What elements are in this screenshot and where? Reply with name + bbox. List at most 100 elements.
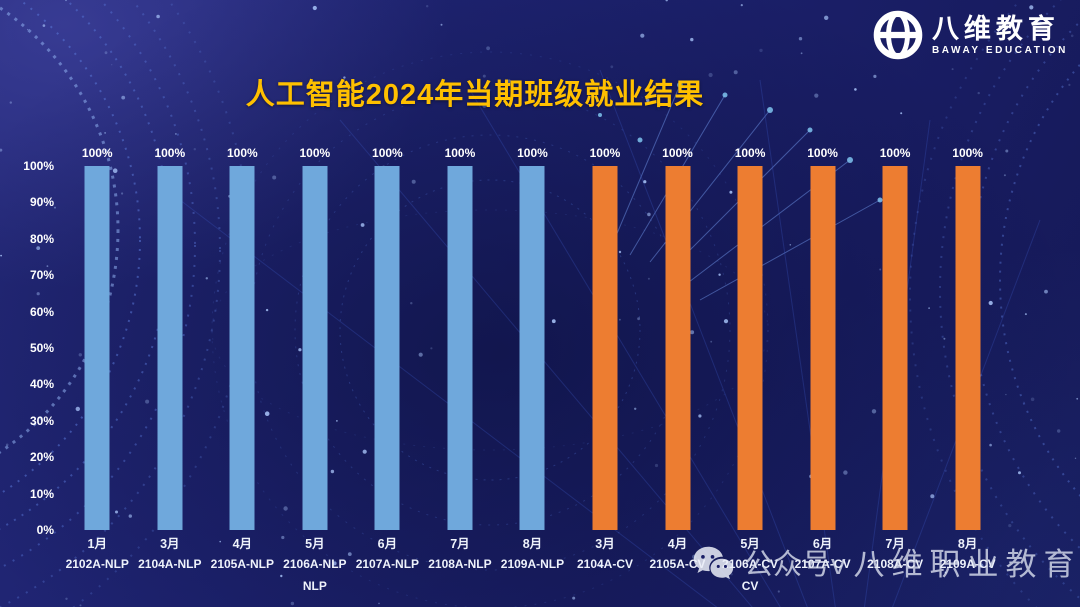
y-axis: 100% 90% 80% 70% 60% 50% 40% 30% 20% 10%… — [8, 158, 54, 538]
bar-value-label: 100% — [662, 146, 693, 160]
bar-value-label: 100% — [372, 146, 403, 160]
y-axis-tick-label: 30% — [29, 413, 54, 428]
page-title: 人工智能2024年当期班级就业结果 — [245, 79, 705, 111]
watermark: 公众号v 八维职业教育 — [690, 540, 1080, 590]
x-axis-category: 1月 2102A-NLP — [61, 536, 134, 597]
x-class-label: 2108A-NLP — [428, 557, 492, 571]
bar-2104A-CV — [592, 166, 618, 530]
bar-slot: 100% — [714, 146, 787, 530]
bar-2102A-NLP — [84, 166, 110, 530]
bar-value-label: 100% — [734, 146, 766, 160]
x-axis-category: 3月 2104A-CV — [569, 536, 642, 597]
bar-slot: 100% — [424, 146, 497, 530]
x-month-label: 4月 — [232, 537, 253, 551]
x-month-label: 7月 — [885, 537, 905, 551]
logo: 八维教育 BAWAY EDUCATION — [871, 8, 1068, 62]
x-class-label: 2109A-NLP — [500, 557, 565, 571]
x-axis-category: 3月 2104A-NLP — [134, 536, 207, 597]
x-class-label: 2105A-CV — [649, 557, 706, 571]
x-class-label: 2106A-NLP — [283, 557, 347, 571]
x-axis-category: 4月 2105A-NLP — [206, 536, 279, 597]
bar-slot: 100% — [206, 146, 279, 530]
bar-2108A-CV — [882, 166, 908, 530]
bar-slot: 100% — [786, 146, 859, 530]
bar-slot: 100% — [134, 146, 207, 530]
x-month-label: 5月 — [305, 537, 325, 551]
bar-value-label: 100% — [517, 146, 548, 160]
y-axis-tick-label: 60% — [29, 304, 54, 319]
x-class-label: 2109A-CV — [939, 557, 996, 571]
bar-value-label: 100% — [81, 146, 113, 160]
bar-value-label: 100% — [589, 146, 621, 160]
globe-logo-icon — [873, 10, 923, 60]
x-axis-category: 5月 2106A-NLP NLP — [279, 536, 352, 597]
x-month-label: 3月 — [595, 537, 615, 551]
bar-2104A-NLP — [157, 166, 183, 530]
y-axis-tick-label: 40% — [29, 377, 54, 392]
x-class-label: 2102A-NLP — [65, 557, 129, 571]
x-month-label: 3月 — [160, 537, 180, 551]
bar-value-label: 100% — [226, 146, 258, 160]
logo-name-cn: 八维教育 — [931, 14, 1060, 44]
x-axis: 1月 2102A-NLP 3月 2104A-NLP 4月 2105A-NLP 5… — [61, 536, 1004, 597]
y-axis-tick-label: 0% — [36, 522, 54, 537]
x-month-label: 5月 — [740, 537, 760, 551]
bar-slot: 100% — [641, 146, 714, 530]
bar-2109A-CV — [955, 166, 981, 530]
x-axis-category: 6月 2107A-NLP — [351, 536, 424, 597]
y-axis-tick-label: 80% — [29, 231, 54, 246]
bar-value-label: 100% — [154, 146, 186, 160]
x-class-label-extra: CV — [741, 579, 759, 593]
bar-slot: 100% — [931, 146, 1004, 530]
x-axis-category: 8月 2109A-NLP — [496, 536, 569, 597]
wechat-icon — [693, 546, 734, 580]
watermark-text-1: 公众号v — [744, 549, 846, 581]
x-class-label: 2104A-CV — [576, 557, 633, 571]
x-class-label-extra: NLP — [302, 579, 327, 593]
x-class-label: 2108A-CV — [867, 557, 924, 571]
bar-slot: 100% — [859, 146, 932, 530]
bar-value-label: 100% — [444, 146, 476, 160]
x-month-label: 8月 — [522, 537, 543, 551]
x-month-label: 8月 — [957, 537, 978, 551]
x-class-label: 2106A-CV — [722, 557, 779, 571]
bar-value-label: 100% — [807, 146, 838, 160]
y-axis-tick-label: 50% — [29, 340, 54, 355]
x-month-label: 6月 — [812, 537, 833, 551]
bar-2107A-NLP — [374, 166, 400, 530]
logo-text: 八维教育 BAWAY EDUCATION — [932, 14, 1068, 56]
bar-2106A-NLP — [302, 166, 328, 530]
x-month-label: 4月 — [667, 537, 688, 551]
x-month-label: 7月 — [450, 537, 470, 551]
x-class-label: 2104A-NLP — [138, 557, 202, 571]
x-class-label: 2105A-NLP — [210, 557, 274, 571]
y-axis-tick-label: 100% — [23, 159, 54, 173]
bar-slot: 100% — [496, 146, 569, 530]
bar-value-label: 100% — [879, 146, 911, 160]
bar-slot: 100% — [569, 146, 642, 530]
y-axis-tick-label: 10% — [29, 486, 54, 501]
x-class-label: 2107A-NLP — [355, 557, 420, 571]
bar-2106A-CV — [737, 166, 763, 530]
bar-value-label: 100% — [299, 146, 331, 160]
x-axis-category: 6月 2107A-CV — [786, 536, 859, 597]
bar-slot: 100% — [351, 146, 424, 530]
x-axis-category: 4月 2105A-CV — [641, 536, 714, 597]
bar-chart-plot: 100% 100% 100% 100% 100% 100% 100% 100% — [61, 146, 1004, 530]
x-axis-category: 8月 2109A-CV — [931, 536, 1004, 597]
bar-2107A-CV — [810, 166, 836, 530]
bar-2105A-CV — [665, 166, 691, 530]
bar-2105A-NLP — [229, 166, 255, 530]
x-month-label: 1月 — [87, 537, 107, 551]
watermark-text-2: 八维职业教育 — [853, 547, 1080, 582]
bar-value-label: 100% — [952, 146, 983, 160]
x-axis-category: 7月 2108A-NLP — [424, 536, 497, 597]
x-month-label: 6月 — [377, 537, 398, 551]
bar-slot: 100% — [279, 146, 352, 530]
y-axis-tick-label: 20% — [29, 450, 54, 465]
x-class-label: 2107A-CV — [794, 557, 851, 571]
x-axis-category: 7月 2108A-CV — [859, 536, 932, 597]
y-axis-tick-label: 90% — [29, 195, 54, 210]
bar-2109A-NLP — [519, 166, 545, 530]
